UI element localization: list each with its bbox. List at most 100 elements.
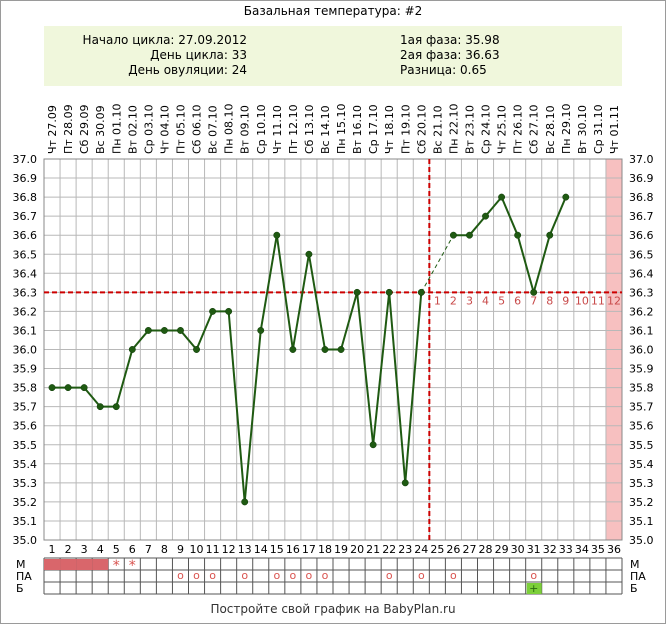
temperature-point <box>385 288 393 296</box>
intercourse-mark: o <box>273 569 280 582</box>
series-segment <box>227 311 246 502</box>
date-label: Вс 30.09 <box>94 105 107 154</box>
temperature-point <box>369 441 377 449</box>
post-ovulation-day-label: 10 <box>575 294 589 307</box>
y-tick-label-left: 36.2 <box>13 305 38 318</box>
y-tick-label-left: 36.0 <box>13 344 38 357</box>
x-day-label: 14 <box>254 543 268 556</box>
series-segment <box>500 196 519 236</box>
post-ovulation-day-label: 11 <box>591 294 605 307</box>
series-segment <box>259 235 278 331</box>
cycle-day: День цикла: 33 <box>150 48 247 62</box>
y-tick-label-right: 35.8 <box>629 382 654 395</box>
x-day-label: 27 <box>462 543 476 556</box>
temperature-point <box>273 231 281 239</box>
symptom-rows: М М* *ПА ПАo o o o o o o o o o o oБ Б+ <box>16 557 646 595</box>
series-segment <box>356 292 375 445</box>
series-segment <box>243 330 262 502</box>
date-label: Сб 13.10 <box>303 105 316 154</box>
temperature-point <box>417 288 425 296</box>
row-label-left: Б <box>16 582 24 595</box>
series-segment <box>388 292 407 483</box>
x-day-label: 25 <box>430 543 444 556</box>
y-tick-labels-left: 35.0 35.1 35.2 35.3 35.4 35.5 35.6 35.7 35.8 35.9… <box>13 153 38 547</box>
x-day-label: 26 <box>446 543 460 556</box>
temperature-point <box>401 479 409 487</box>
temperature-point <box>241 498 249 506</box>
date-label: Вт 30.10 <box>576 105 589 154</box>
date-label: Вт 09.10 <box>239 105 252 154</box>
date-label: Пт 05.10 <box>174 104 187 154</box>
date-label: Вс 07.10 <box>207 105 220 154</box>
temperature-series <box>48 193 570 506</box>
y-tick-label-left: 36.1 <box>13 324 38 337</box>
date-label: Вт 16.10 <box>351 105 364 154</box>
series-segment <box>532 234 551 293</box>
series-segment <box>340 292 359 350</box>
plot-border <box>43 158 623 541</box>
y-tick-label-right: 37.0 <box>629 153 654 166</box>
x-day-label: 12 <box>222 543 236 556</box>
x-day-label: 36 <box>607 543 621 556</box>
series-segment <box>195 311 214 350</box>
date-label: Пт 28.09 <box>62 104 75 154</box>
date-label: Чт 27.09 <box>46 105 59 154</box>
y-tick-label-right: 35.5 <box>629 439 654 452</box>
date-label: Пт 26.10 <box>512 104 525 154</box>
y-tick-label-right: 35.1 <box>629 515 654 528</box>
x-day-labels: 1 2 3 4 5 6 7 8 9 10 11 12 13 14 15 16 17 18 19 20 21 22 23 24 2… <box>49 543 621 556</box>
series-segment <box>307 254 326 350</box>
date-label: Пн 22.10 <box>447 104 460 154</box>
date-label: Чт 18.10 <box>383 105 396 154</box>
date-label: Ср 24.10 <box>480 104 493 154</box>
date-label: Пт 12.10 <box>287 104 300 154</box>
y-tick-label-left: 35.4 <box>13 458 38 471</box>
x-day-label: 17 <box>302 543 316 556</box>
series-segment <box>179 329 198 351</box>
y-tick-label-left: 36.3 <box>13 286 38 299</box>
y-tick-label-right: 35.0 <box>629 534 654 547</box>
x-day-label: 29 <box>495 543 509 556</box>
x-day-label: 2 <box>65 543 72 556</box>
intercourse-mark: o <box>450 569 457 582</box>
y-tick-label-right: 36.4 <box>629 267 654 280</box>
x-day-label: 8 <box>161 543 168 556</box>
date-labels: Чт 27.09 Пт 28.09 Сб 29.09 Вс 30.09 Пн 01.10… <box>46 104 621 154</box>
y-tick-label-left: 37.0 <box>13 153 38 166</box>
temperature-point <box>112 403 120 411</box>
spotting-star: * <box>113 558 120 574</box>
date-label: Вс 28.10 <box>544 105 557 154</box>
date-label: Ср 10.10 <box>255 104 268 154</box>
series-segment <box>131 329 150 351</box>
reference-lines <box>44 159 622 540</box>
date-label: Сб 29.09 <box>78 105 91 154</box>
temperature-point <box>160 327 168 334</box>
post-ovulation-day-label: 5 <box>498 294 505 307</box>
temperature-point <box>514 231 522 239</box>
date-label: Вт 23.10 <box>463 105 476 154</box>
temperature-point <box>449 231 457 239</box>
x-day-label: 35 <box>591 543 605 556</box>
temperature-point <box>321 346 329 353</box>
x-day-label: 4 <box>97 543 104 556</box>
intercourse-mark: o <box>418 569 425 582</box>
x-day-label: 21 <box>366 543 380 556</box>
x-day-label: 20 <box>350 543 364 556</box>
x-day-label: 18 <box>318 543 332 556</box>
series-gap-segment <box>420 234 454 293</box>
x-day-label: 15 <box>270 543 284 556</box>
y-tick-label-left: 35.6 <box>13 420 38 433</box>
intercourse-mark: o <box>193 569 200 582</box>
date-label: Пн 15.10 <box>335 104 348 154</box>
x-day-label: 28 <box>479 543 493 556</box>
y-tick-label-right: 36.5 <box>629 248 654 261</box>
footer-link[interactable]: Постройте свой график на BabyPlan.ru <box>210 602 456 616</box>
intercourse-mark: o <box>322 569 329 582</box>
x-day-label: 33 <box>559 543 573 556</box>
y-tick-label-right: 35.3 <box>629 477 654 490</box>
post-ovulation-day-label: 3 <box>466 294 473 307</box>
phase1-average: 1ая фаза: 35.98 <box>400 33 500 47</box>
temperature-point <box>64 384 72 392</box>
post-ovulation-day-label: 4 <box>482 294 489 307</box>
y-tick-label-right: 36.6 <box>629 229 654 242</box>
